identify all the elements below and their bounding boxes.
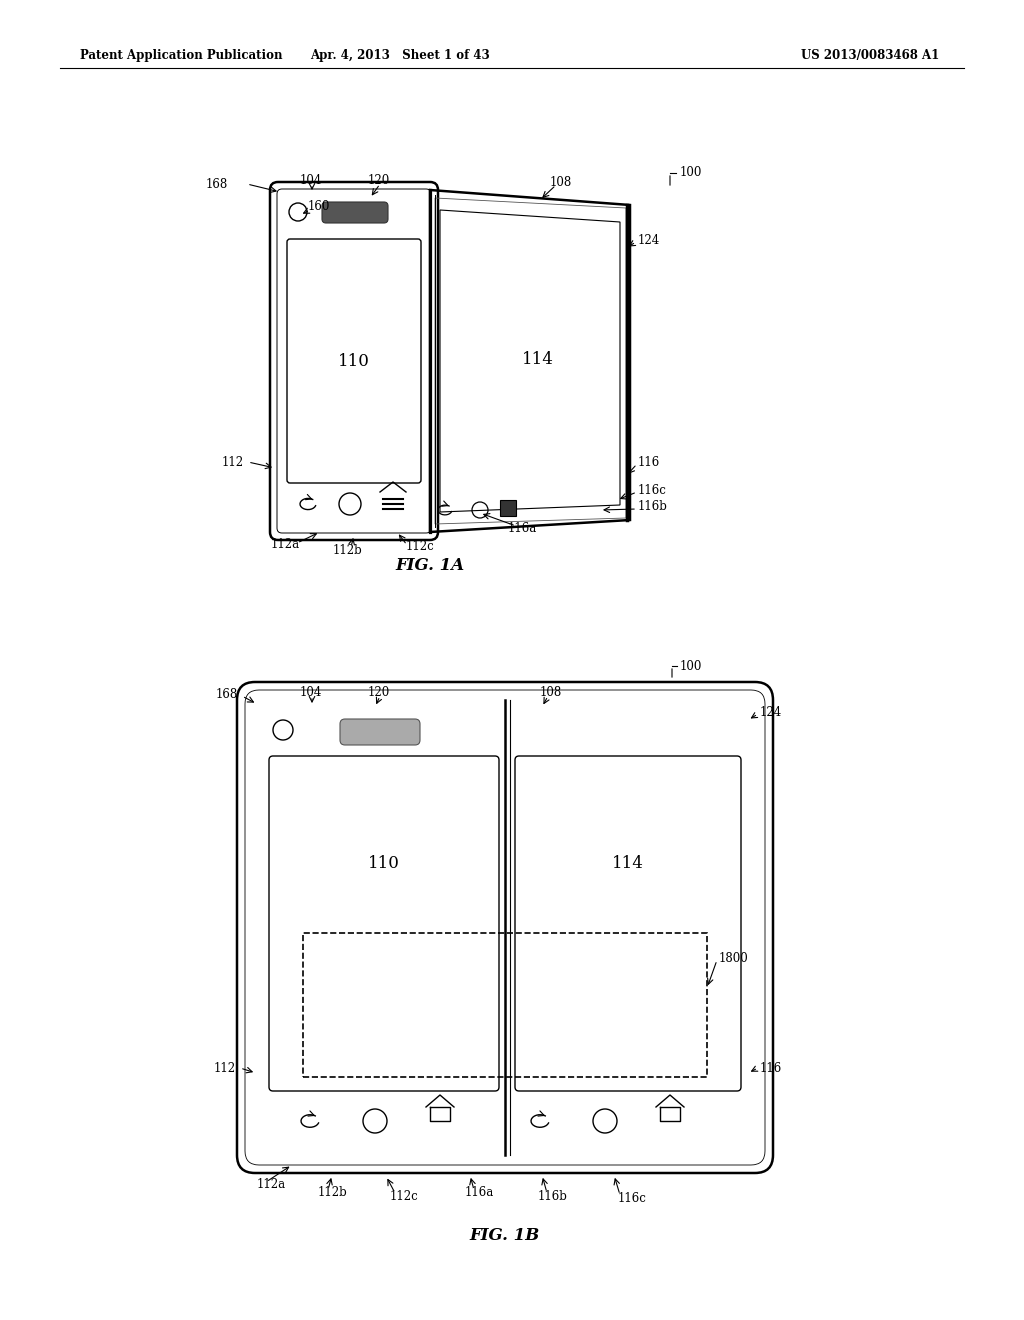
Text: 116b: 116b [638, 500, 668, 513]
Text: 112c: 112c [390, 1189, 419, 1203]
Text: 104: 104 [300, 686, 323, 700]
Text: 112b: 112b [332, 544, 361, 557]
Text: 116: 116 [760, 1061, 782, 1074]
Text: 120: 120 [368, 686, 390, 700]
Text: 168: 168 [206, 177, 228, 190]
Text: FIG. 1A: FIG. 1A [395, 557, 465, 574]
Text: 112b: 112b [318, 1187, 348, 1200]
Text: 110: 110 [338, 352, 370, 370]
Text: 1800: 1800 [719, 952, 749, 965]
Text: 124: 124 [638, 234, 660, 247]
Text: 116a: 116a [465, 1187, 495, 1200]
Text: 100: 100 [680, 166, 702, 180]
Bar [500, 500, 516, 516]
Text: 116a: 116a [508, 521, 538, 535]
Text: 112: 112 [222, 455, 244, 469]
Text: 110: 110 [368, 854, 400, 871]
Text: 114: 114 [612, 854, 644, 871]
Bar [303, 933, 707, 1077]
Text: 124: 124 [760, 705, 782, 718]
Text: 114: 114 [522, 351, 554, 368]
Text: 112c: 112c [406, 540, 435, 553]
Text: 112a: 112a [270, 539, 300, 552]
FancyBboxPatch shape [322, 202, 388, 223]
Text: 116: 116 [638, 455, 660, 469]
Text: 112: 112 [214, 1061, 236, 1074]
Text: 108: 108 [550, 176, 572, 189]
Text: 104: 104 [300, 174, 323, 187]
Text: FIG. 1B: FIG. 1B [470, 1226, 540, 1243]
FancyBboxPatch shape [340, 719, 420, 744]
Text: 120: 120 [368, 174, 390, 187]
Text: US 2013/0083468 A1: US 2013/0083468 A1 [801, 49, 939, 62]
Text: Patent Application Publication: Patent Application Publication [80, 49, 283, 62]
Text: 116b: 116b [538, 1189, 568, 1203]
Text: 100: 100 [680, 660, 702, 672]
Text: Apr. 4, 2013   Sheet 1 of 43: Apr. 4, 2013 Sheet 1 of 43 [310, 49, 489, 62]
Text: 168: 168 [216, 689, 238, 701]
Text: 116c: 116c [618, 1192, 647, 1204]
Text: 160: 160 [308, 201, 331, 214]
Text: 108: 108 [540, 686, 562, 700]
Text: 116c: 116c [638, 483, 667, 496]
Text: 112a: 112a [257, 1179, 286, 1192]
